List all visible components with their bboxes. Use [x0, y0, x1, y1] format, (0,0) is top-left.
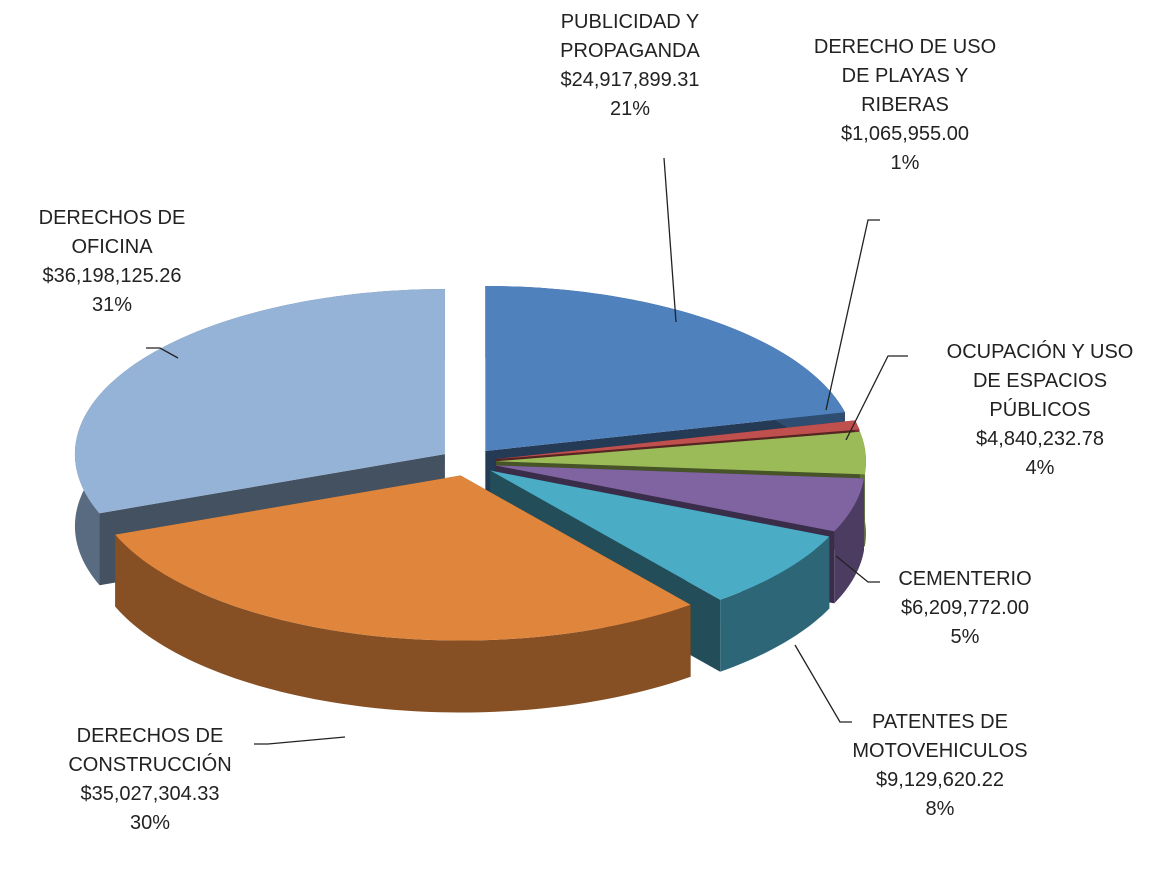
category-label: DERECHOS DE OFICINA: [38, 207, 186, 258]
slice: [495, 420, 860, 460]
leader-line: [254, 736, 346, 745]
value-label: $4,840,232.78: [976, 428, 1104, 450]
leader-line: [825, 219, 880, 411]
slice-label: DERECHO DE USO DE PLAYAS Y RIBERAS $1,065…: [745, 33, 1065, 178]
percent-label: 1%: [890, 152, 920, 174]
leader-line: [146, 347, 179, 359]
category-label: PATENTES DE MOTOVEHICULOS: [852, 711, 1028, 762]
percent-label: 31%: [91, 294, 133, 316]
percent-label: 30%: [129, 812, 171, 834]
leader-line: [845, 355, 908, 441]
percent-label: 4%: [1025, 457, 1055, 479]
category-label: DERECHOS DE CONSTRUCCIÓN: [68, 725, 232, 776]
leader-line: [794, 644, 852, 723]
leader-line: [835, 555, 880, 583]
leader-line: [663, 157, 677, 323]
slice: [485, 285, 845, 451]
percent-label: 8%: [925, 798, 955, 820]
value-label: $1,065,955.00: [841, 123, 969, 145]
slice-side: [115, 534, 691, 713]
value-label: $9,129,620.22: [876, 769, 1004, 791]
category-label: OCUPACIÓN Y USO DE ESPACIOS PÚBLICOS: [946, 341, 1134, 421]
slice-label: PUBLICIDAD Y PROPAGANDA $24,917,899.31 21%: [470, 8, 790, 124]
slice: [495, 431, 866, 475]
category-label: CEMENTERIO: [898, 568, 1032, 590]
percent-label: 21%: [609, 98, 651, 120]
slice: [115, 475, 691, 641]
value-label: $35,027,304.33: [80, 783, 220, 805]
slice-label: DERECHOS DE OFICINA $36,198,125.26 31%: [0, 204, 272, 320]
slice: [495, 465, 865, 532]
slice-label: DERECHOS DE CONSTRUCCIÓN $35,027,304.33 30…: [0, 722, 310, 838]
category-label: DERECHO DE USO DE PLAYAS Y RIBERAS: [813, 36, 997, 116]
category-label: PUBLICIDAD Y PROPAGANDA: [560, 11, 700, 62]
value-label: $36,198,125.26: [42, 265, 182, 287]
slice-side: [720, 536, 830, 672]
slice-label: CEMENTERIO $6,209,772.00 5%: [805, 565, 1125, 652]
value-label: $24,917,899.31: [560, 69, 700, 91]
slice: [74, 289, 445, 514]
slice-label: OCUPACIÓN Y USO DE ESPACIOS PÚBLICOS $4,8…: [880, 338, 1169, 483]
percent-label: 5%: [950, 626, 980, 648]
slice-label: PATENTES DE MOTOVEHICULOS $9,129,620.22 8%: [780, 708, 1100, 824]
value-label: $6,209,772.00: [901, 597, 1029, 619]
slice: [490, 470, 830, 600]
